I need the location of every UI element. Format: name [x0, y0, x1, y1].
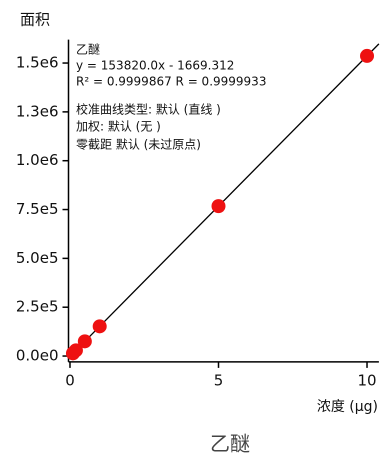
- plot-area: [69, 43, 380, 359]
- annotation: y = 153820.0x - 1669.312: [76, 59, 234, 73]
- annotation: 校准曲线类型: 默认 (直线 ): [76, 102, 221, 117]
- annotation: 加权: 默认 (无 ): [76, 119, 161, 134]
- x-tick-label: 5: [214, 371, 224, 389]
- data-point: [77, 334, 92, 349]
- chart-title: 乙醚: [210, 432, 250, 456]
- y-tick-label: 1.0e6: [16, 151, 59, 169]
- data-point: [92, 319, 107, 334]
- annotation: R² = 0.9999867 R = 0.9999933: [76, 75, 266, 89]
- data-point: [211, 199, 226, 214]
- y-tick-label: 7.5e5: [16, 200, 59, 218]
- x-tick-label: 10: [357, 371, 376, 389]
- y-tick-label: 1.5e6: [16, 54, 59, 72]
- data-point: [360, 48, 375, 63]
- y-tick-label: 1.3e6: [16, 102, 59, 120]
- y-axis-label: 面积: [20, 11, 50, 29]
- annotation: 零截距 默认 (未过原点): [76, 137, 201, 152]
- annotation: 乙醚: [76, 43, 100, 57]
- x-axis-label: 浓度 (μg): [317, 399, 378, 415]
- y-tick-label: 2.5e5: [16, 298, 59, 316]
- data-point: [68, 343, 83, 358]
- regression-line: [69, 43, 380, 359]
- x-tick-label: 0: [65, 371, 75, 389]
- y-tick-label: 5.0e5: [16, 249, 59, 267]
- y-tick-label: 0.0e0: [16, 347, 59, 365]
